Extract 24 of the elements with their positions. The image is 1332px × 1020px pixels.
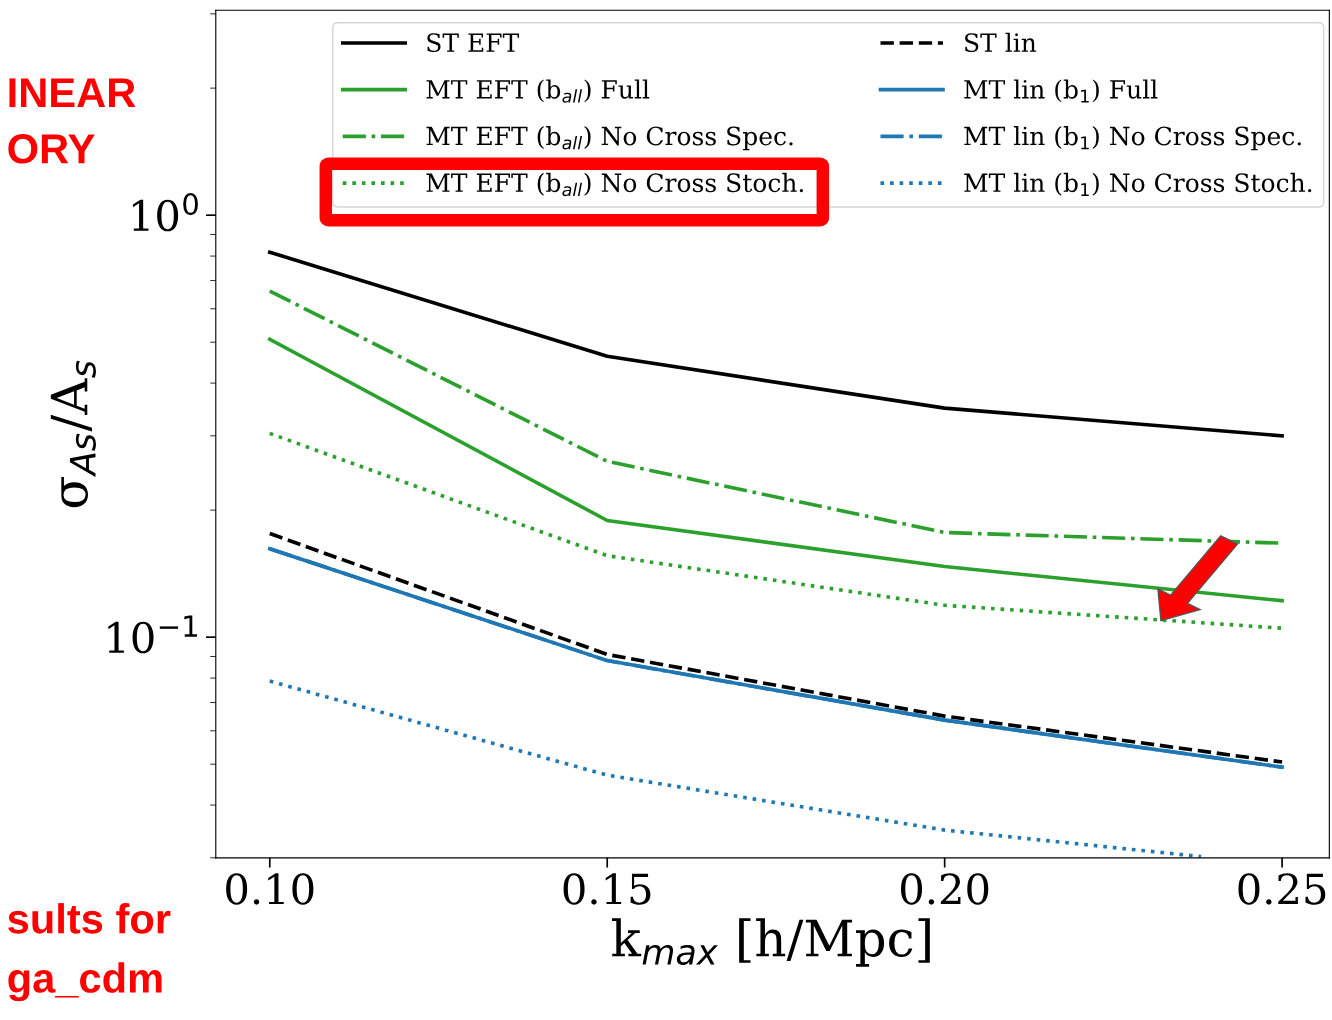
- text: ga_cdm: [8, 962, 162, 1002]
- y-tick-label: 10$^{−1}$: [108, 615, 197, 654]
- x-axis-title: k$_{max}$ [h/Mpc]: [612, 918, 930, 967]
- legend-label: ST lin: [965, 32, 1037, 53]
- text: ORY: [8, 134, 95, 164]
- text: INEAR: [9, 78, 136, 108]
- line-series: [267, 431, 1284, 631]
- y-tick-label: 10$^{0}$: [132, 193, 198, 232]
- legend-label: MT lin (b$_{1}$) No Cross Spec.: [964, 126, 1301, 151]
- legend-label: MT EFT (b$_{all}$) No Cross Stoch.: [426, 172, 804, 197]
- line-series: [267, 337, 1284, 603]
- legend-label: MT lin (b$_{1}$) Full: [964, 79, 1158, 103]
- x-tick-label: 0.10: [226, 873, 314, 905]
- legend-label: MT EFT (b$_{all}$) Full: [426, 79, 650, 103]
- x-tick-label: 0.15: [563, 873, 651, 905]
- x-tick-label: 0.20: [901, 873, 989, 905]
- y-axis-title: σ$_{As}$/A$_{s}$: [50, 360, 96, 508]
- line-series: [267, 250, 1284, 438]
- x-tick-label: 0.25: [1238, 873, 1326, 905]
- line-series: [267, 679, 1203, 858]
- legend-label: MT EFT (b$_{all}$) No Cross Spec.: [426, 126, 793, 151]
- text: sults for: [8, 903, 171, 934]
- legend-label: MT lin (b$_{1}$) No Cross Stoch.: [964, 172, 1312, 196]
- legend-label: ST EFT: [427, 33, 520, 53]
